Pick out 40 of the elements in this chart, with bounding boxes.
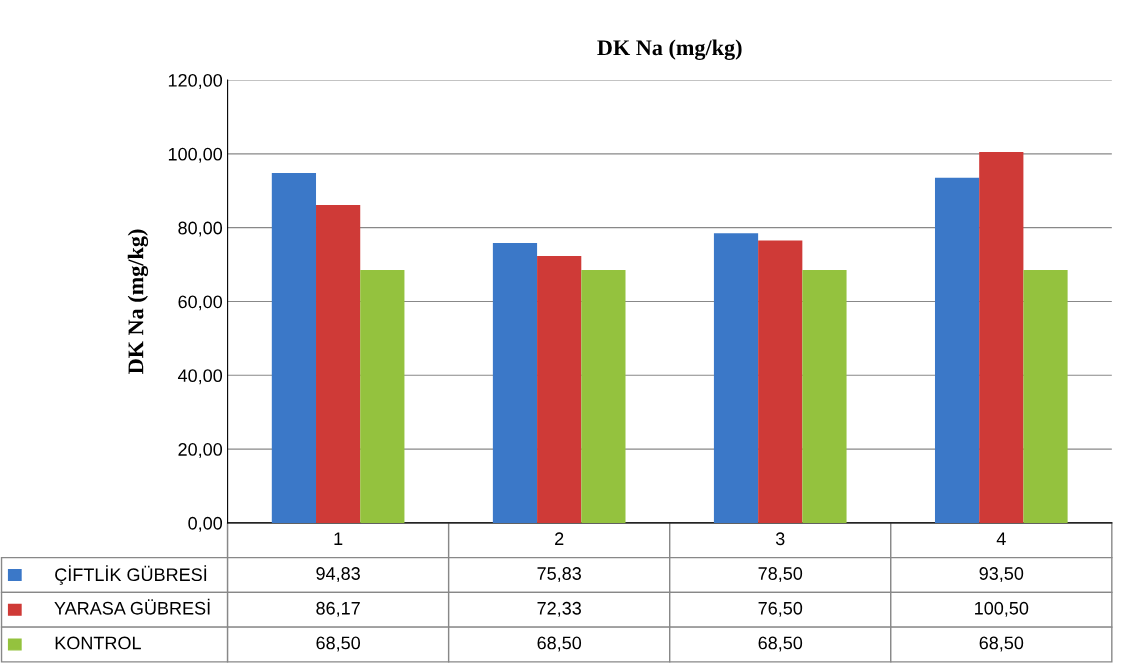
y-tick-label: 40,00	[177, 369, 223, 385]
y-axis-title: DK Na (mg/kg)	[127, 229, 149, 374]
data-label: 68,50	[537, 636, 582, 652]
bar	[537, 255, 582, 523]
y-tick-label: 100,00	[168, 147, 223, 163]
data-label: 68,50	[979, 636, 1024, 652]
bar	[934, 177, 980, 523]
data-label: 75,83	[537, 567, 581, 583]
x-tick-label: 2	[555, 532, 564, 545]
bar	[713, 233, 759, 523]
y-tick-label: 60,00	[178, 295, 223, 311]
y-tick-label: 20,00	[178, 443, 223, 458]
data-label: 93,50	[979, 567, 1024, 583]
bar	[316, 204, 361, 523]
x-tick-label: 3	[775, 532, 785, 546]
data-label: 100,50	[975, 601, 1029, 617]
x-tick-label: 4	[996, 532, 1006, 545]
bar	[271, 172, 317, 523]
y-tick-label: 80,00	[178, 221, 223, 237]
x-tick-label: 1	[334, 532, 343, 545]
legend-label: YARASA GÜBRESİ	[54, 598, 210, 615]
bar	[1023, 270, 1068, 523]
data-label: 68,50	[316, 636, 361, 652]
data-label: 78,50	[758, 567, 803, 583]
y-tick-label: 0,00	[188, 516, 223, 532]
legend-label: ÇİFTLİK GÜBRESİ	[55, 565, 207, 585]
chart-title: DK Na (mg/kg)	[597, 39, 742, 60]
data-label: 94,83	[316, 567, 360, 583]
data-label: 72,33	[537, 601, 581, 617]
bar	[581, 270, 626, 523]
bar	[979, 152, 1024, 523]
data-label: 76,50	[758, 601, 803, 617]
bar	[492, 243, 538, 523]
bar	[802, 270, 847, 523]
bar	[360, 270, 405, 523]
data-label: 68,50	[758, 636, 803, 652]
legend-label: KONTROL	[55, 636, 141, 650]
bar	[758, 240, 803, 523]
data-label: 86,17	[316, 601, 360, 617]
y-tick-label: 120,00	[168, 73, 223, 89]
